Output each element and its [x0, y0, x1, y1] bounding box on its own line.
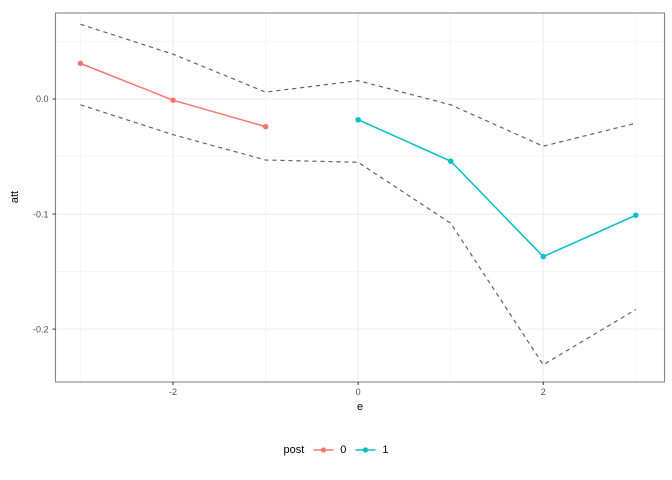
legend-key-post-1 — [355, 447, 376, 453]
y-axis-title: att — [9, 190, 21, 204]
legend-key-point — [362, 447, 368, 453]
legend: post 0 1 — [283, 443, 388, 457]
line-ci-lower — [80, 104, 637, 366]
point-post-1 — [447, 158, 454, 164]
line-post-1 — [357, 119, 637, 258]
y-tick-label: -0.2 — [33, 324, 49, 334]
legend-key-post-0 — [313, 447, 334, 453]
legend-item-label-1: 1 — [382, 444, 389, 456]
x-axis-title: e — [356, 401, 364, 413]
x-tick-label: 0 — [356, 387, 361, 397]
y-tick-label: -0.1 — [33, 209, 49, 219]
point-post-0 — [77, 60, 84, 67]
point-post-0 — [170, 97, 176, 103]
point-post-1 — [355, 116, 361, 123]
legend-item-post-0: 0 — [312, 443, 346, 457]
x-tick-label: -2 — [169, 387, 177, 397]
legend-key-point — [320, 447, 326, 453]
point-post-1 — [633, 212, 639, 218]
legend-title: post — [283, 444, 305, 456]
panel-border — [54, 12, 666, 383]
line-ci-upper — [80, 23, 636, 147]
x-tick-label: 2 — [541, 387, 546, 397]
point-post-0 — [262, 123, 269, 130]
point-post-1 — [540, 253, 547, 260]
legend-item-label-0: 0 — [340, 444, 347, 456]
y-tick-label: 0.0 — [36, 94, 49, 104]
legend-item-post-1: 1 — [354, 443, 389, 457]
